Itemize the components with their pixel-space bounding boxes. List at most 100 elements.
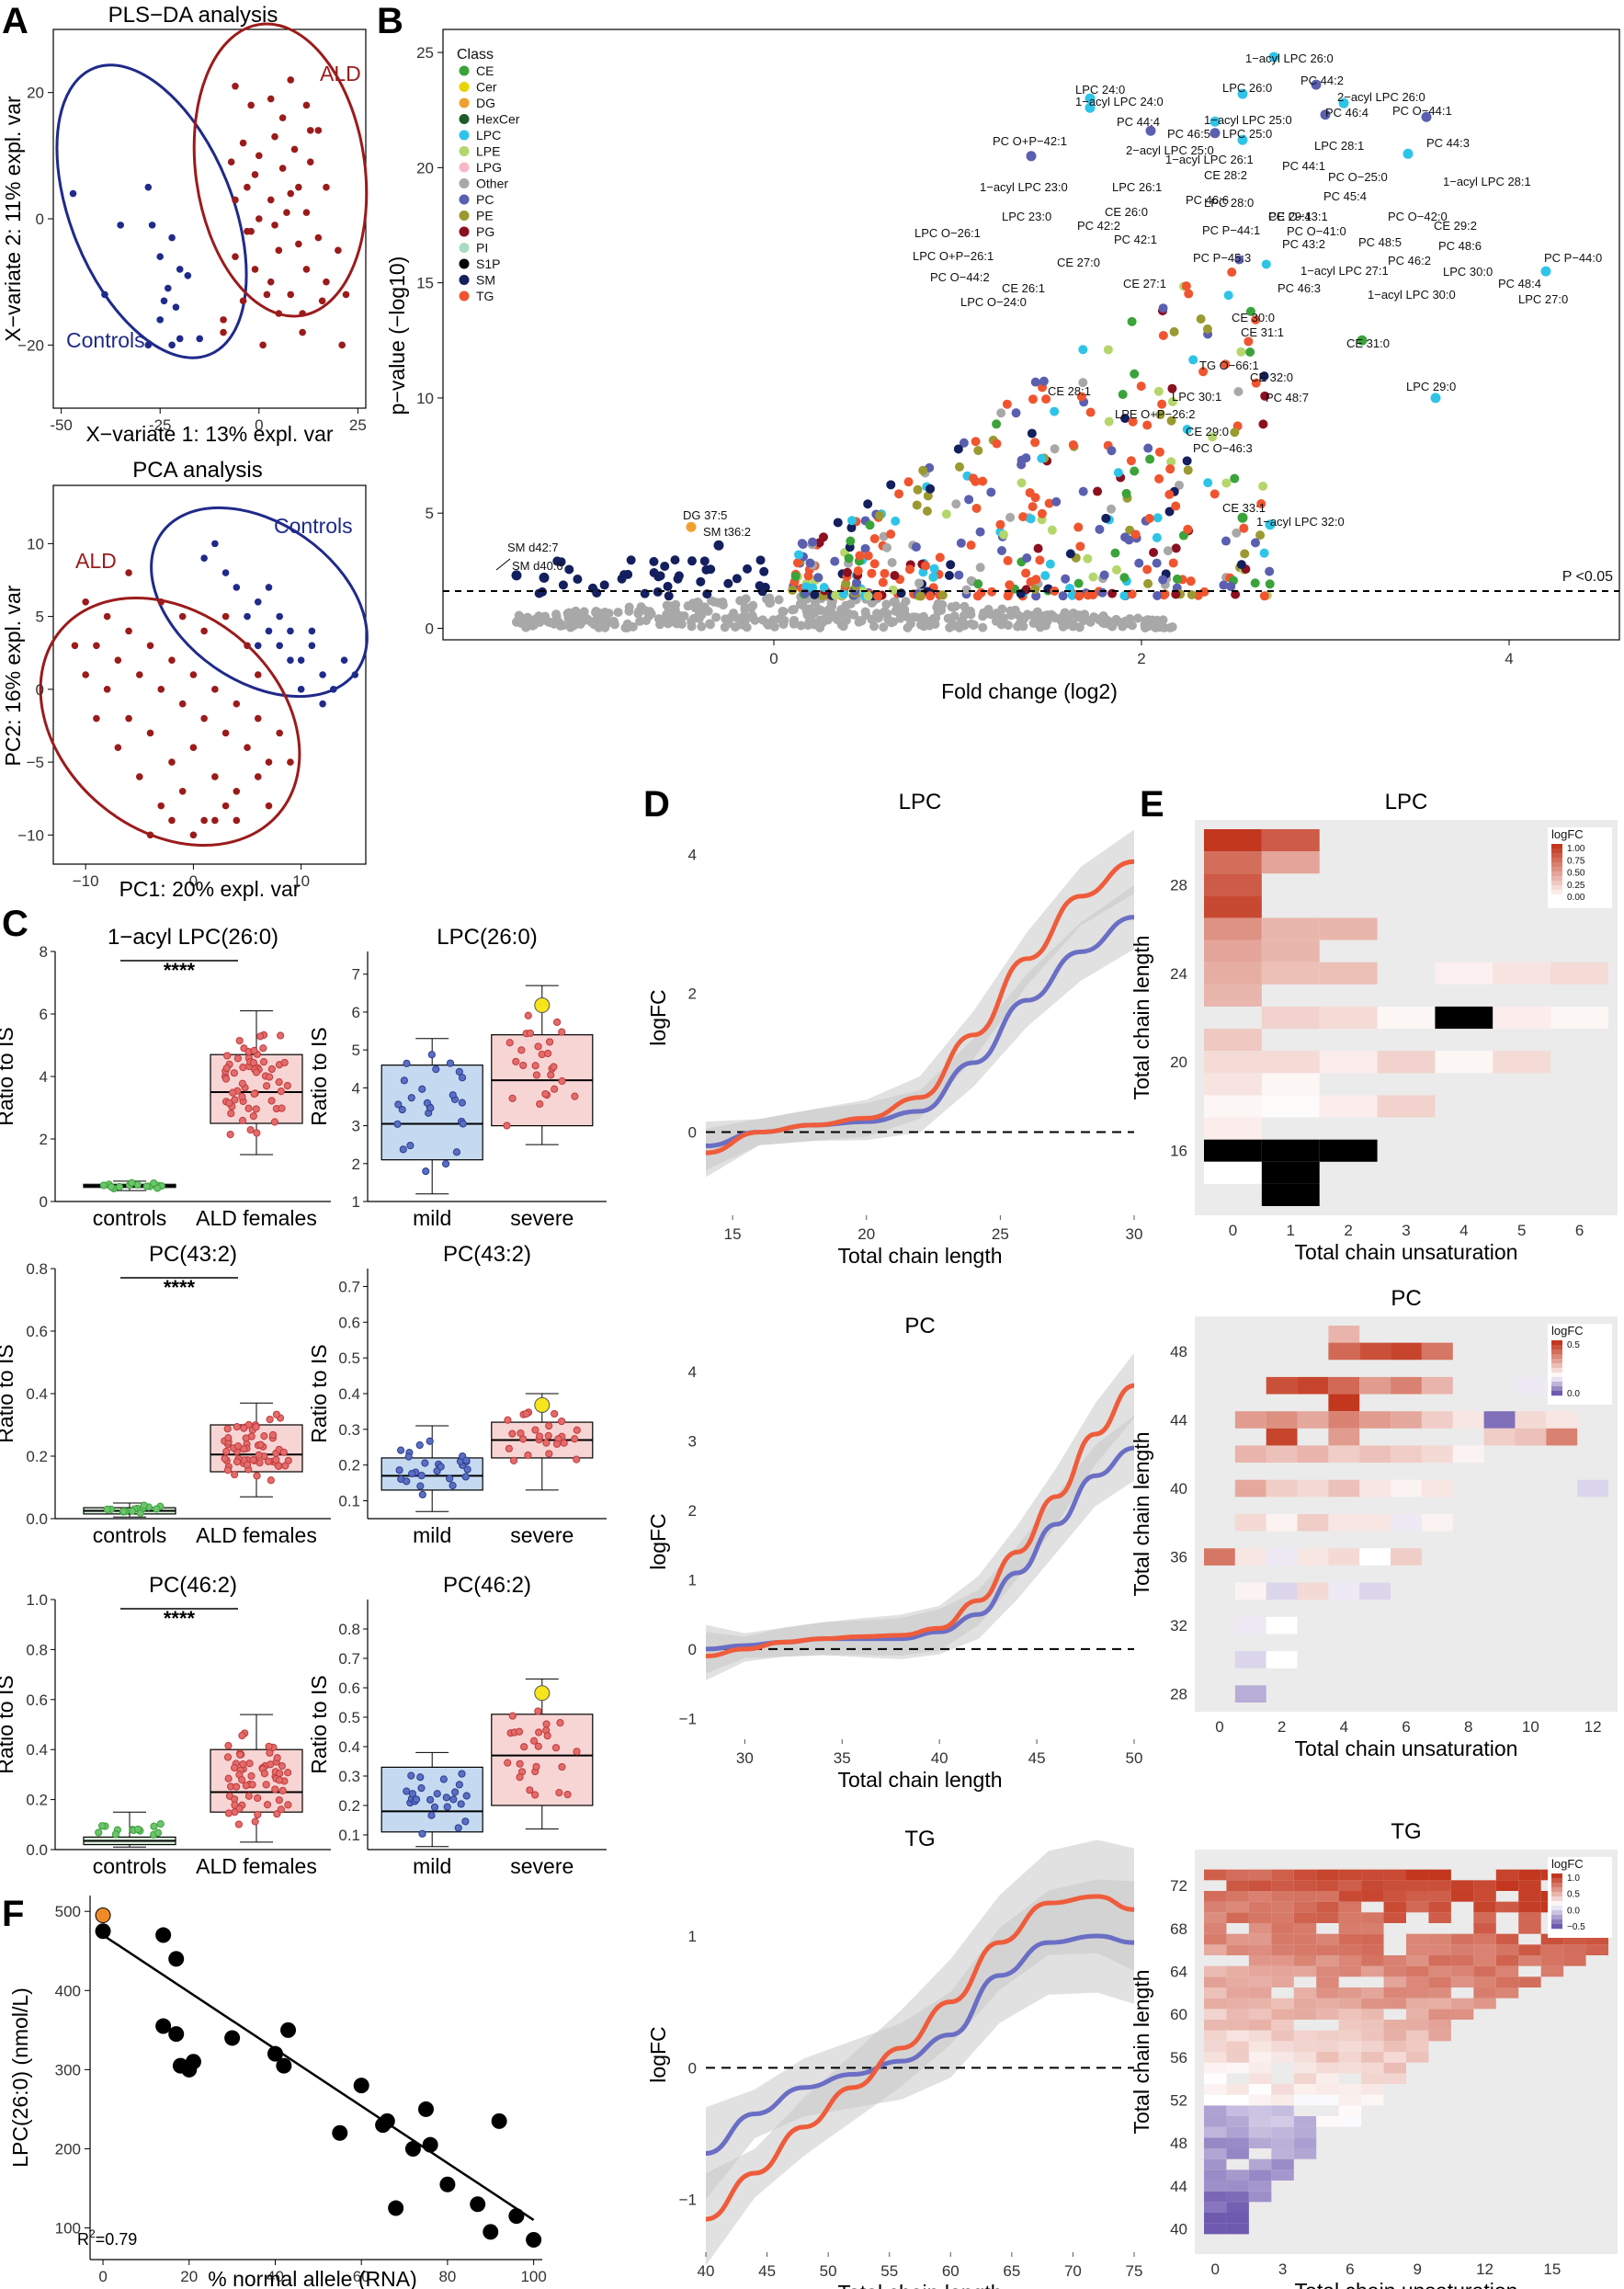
volcano-point-lpc xyxy=(1037,453,1047,463)
volcano-point-pc xyxy=(1158,575,1168,585)
heatmap-cell xyxy=(1383,1880,1406,1891)
heatmap-cell xyxy=(1435,962,1493,985)
box-point xyxy=(259,1057,268,1066)
box-point xyxy=(107,1182,116,1191)
heatmap-cell xyxy=(1383,1965,1406,1977)
box-point xyxy=(99,1181,108,1190)
heatmap-cell xyxy=(1271,2084,1294,2095)
x-tick-label: 1 xyxy=(1287,1222,1295,1239)
volcano-point-sm xyxy=(1236,560,1246,570)
category-label: ALD females xyxy=(196,1523,317,1547)
y-tick-label: 0 xyxy=(688,2059,697,2077)
volcano-point-other xyxy=(886,618,896,628)
x-tick-label: 2 xyxy=(1344,1222,1352,1239)
y-tick-label: 0.6 xyxy=(26,1323,48,1340)
volcano-point-lpe xyxy=(1166,457,1176,467)
volcano-point-sm xyxy=(1120,414,1130,424)
scatter-point-controls xyxy=(244,612,251,621)
box-point xyxy=(233,1441,243,1451)
category-label: mild xyxy=(413,1206,451,1230)
heatmap-cell xyxy=(1338,2052,1362,2063)
box-point xyxy=(266,1073,274,1081)
highlighted-point xyxy=(95,1908,111,1924)
box-point xyxy=(255,1451,263,1459)
heatmap-cell xyxy=(1328,1514,1360,1532)
box-point xyxy=(400,1076,408,1085)
heatmap-legend-swatch xyxy=(1551,1382,1562,1387)
heatmap-cell xyxy=(1495,1976,1519,1987)
box-point xyxy=(558,1762,566,1771)
scatter-point-controls xyxy=(165,284,172,292)
legend-label-pi: PI xyxy=(476,241,488,256)
box-point xyxy=(563,1790,572,1799)
scatter-point-ald xyxy=(302,209,311,216)
volcano-point-ce xyxy=(1073,578,1084,588)
heatmap-cell xyxy=(1483,1428,1516,1446)
volcano-point-label: LPC O−24:0 xyxy=(960,295,1027,309)
volcano-point-tg xyxy=(1168,558,1178,568)
box-point xyxy=(515,1727,524,1736)
heatmap-cell xyxy=(1293,1912,1317,1923)
volcano-labeled-point xyxy=(1209,116,1221,127)
scatter-point-controls xyxy=(200,554,208,563)
heatmap-cell xyxy=(1248,1869,1272,1881)
box-point xyxy=(142,1182,151,1190)
scatter-point-controls xyxy=(287,656,294,664)
scatter-point-ald xyxy=(168,816,176,825)
volcano-point-pe xyxy=(1240,549,1250,559)
volcano-point-other xyxy=(879,622,889,632)
scatter-point-ald xyxy=(299,328,306,336)
heatmap-cell xyxy=(1518,1880,1541,1891)
scatter-point-ald xyxy=(135,671,143,678)
volcano-point-pg xyxy=(1149,548,1159,558)
volcano-point-tg xyxy=(1031,575,1041,585)
heatmap-cell xyxy=(1338,1923,1362,1934)
regression-point xyxy=(95,1923,111,1940)
box-point xyxy=(128,1507,136,1515)
volcano-point-label: PC 46:4 xyxy=(1325,106,1368,120)
heatmap-legend-title: logFC xyxy=(1551,1324,1584,1338)
heatmap-cell xyxy=(1204,984,1262,1007)
heatmap-cell xyxy=(1473,1965,1496,1977)
volcano-point-sm xyxy=(674,571,684,581)
volcano-point-pc xyxy=(1226,581,1236,591)
volcano-point-sm xyxy=(564,564,574,575)
box-point xyxy=(446,1059,455,1067)
volcano-point-lpe xyxy=(1208,432,1218,442)
heatmap-cell xyxy=(1495,1880,1519,1891)
volcano-point-pc xyxy=(1031,591,1041,601)
box-point xyxy=(240,1424,248,1432)
box-point xyxy=(421,1459,429,1467)
scatter-point-ald xyxy=(239,139,247,147)
heatmap-cell xyxy=(1563,1933,1586,1945)
box-point xyxy=(247,1771,256,1781)
box-point xyxy=(256,1441,265,1449)
scatter-point-ald xyxy=(254,773,262,780)
volcano-labeled-point xyxy=(1237,134,1248,145)
volcano-point-other xyxy=(795,599,805,609)
scatter-point-ald xyxy=(93,714,100,723)
volcano-point-other xyxy=(530,614,540,624)
volcano-labeled-point xyxy=(1085,102,1096,113)
y-tick-label: 10 xyxy=(416,390,434,407)
regression-point xyxy=(168,1951,185,1967)
heatmap-cell xyxy=(1266,1376,1298,1395)
volcano-point-lpc xyxy=(928,572,938,582)
x-tick-label: 45 xyxy=(1028,1749,1046,1767)
scatter-point-ald xyxy=(233,700,241,708)
heatmap-cell xyxy=(1563,1955,1586,1966)
heatmap-cell xyxy=(1540,1965,1564,1977)
x-tick-label: 20 xyxy=(180,2268,198,2285)
heatmap-title: LPC xyxy=(1385,790,1428,814)
volcano-point-tg xyxy=(1198,367,1209,377)
y-tick-label: 0.6 xyxy=(26,1691,48,1709)
heatmap-cell xyxy=(1316,2030,1339,2042)
volcano-point-sm xyxy=(623,569,633,579)
volcano-point-other xyxy=(966,575,976,586)
heatmap-cell xyxy=(1316,1976,1339,1987)
volcano-point-tg xyxy=(1030,493,1040,503)
heatmap-cell xyxy=(1359,1342,1391,1361)
legend-key-pg xyxy=(459,226,470,237)
